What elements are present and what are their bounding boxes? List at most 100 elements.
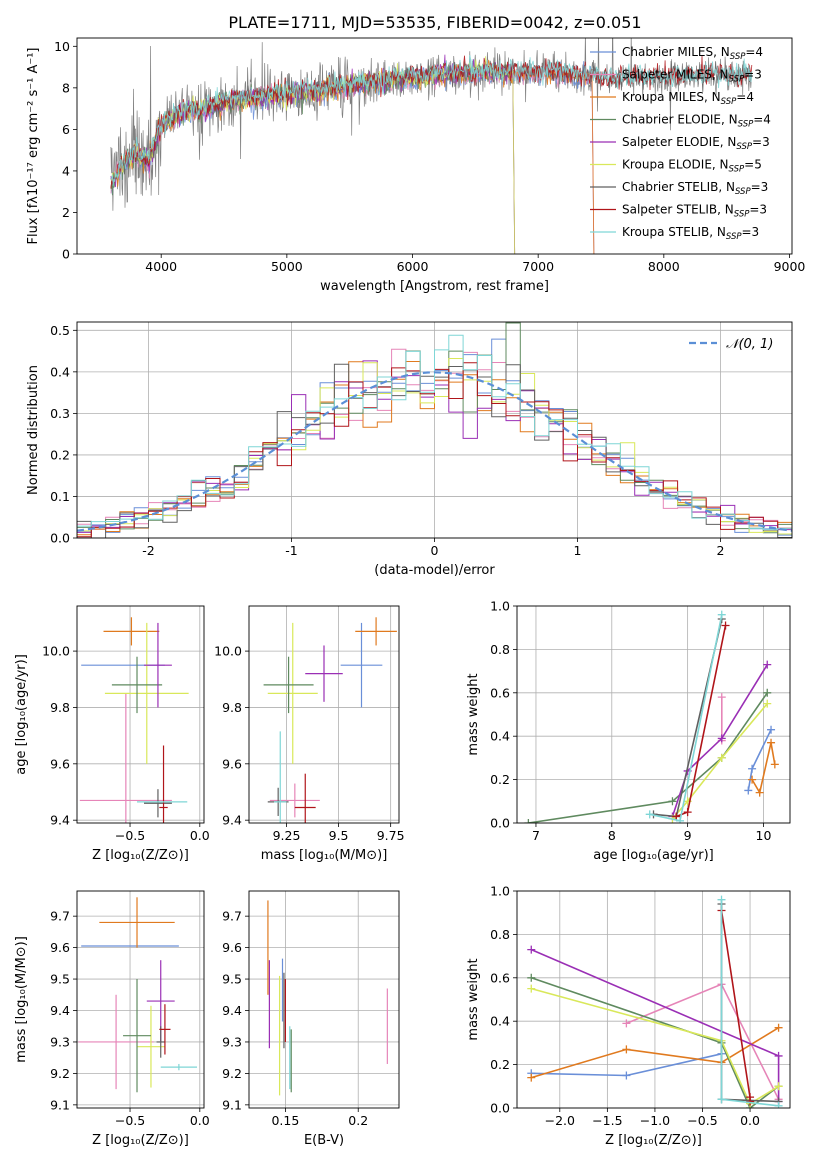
y-tick-label: 9.7 (222, 909, 242, 924)
legend-entry: Salpeter ELODIE, NSSP=3 (622, 135, 770, 152)
y-tick-label: 0.0 (490, 1101, 510, 1116)
plot-area (267, 900, 388, 1096)
y-tick-label: 6 (62, 122, 70, 137)
data-point (717, 895, 726, 904)
y-tick-label: 9.1 (50, 1097, 70, 1112)
chart-residuals: -2 -1 0 1 2 0.0 0.1 0.2 0.3 0.4 0.5 (data-model)/er… (26, 321, 793, 578)
errorbar-salpeter-miles (79, 693, 172, 823)
data-point (717, 753, 726, 762)
x-tick-label: 9 (684, 828, 692, 843)
series-line (531, 977, 780, 1108)
x-axis-label: Z [log₁₀(Z/Z⊙)] (92, 848, 189, 863)
y-tick-label: 9.6 (222, 940, 242, 955)
legend-entry: Salpeter STELIB, NSSP=3 (622, 203, 767, 220)
x-tick-label: −1.5 (592, 1113, 622, 1128)
y-axis-label: mass weight (466, 673, 481, 755)
errorbar-salpeter-stelib (159, 1004, 171, 1055)
chart-age-vs-Z: −0.5 0.0 9.4 9.6 9.8 10.0 Z [log₁₀(Z/Z⊙)] age [… (14, 605, 210, 863)
x-tick-label: -2 (142, 543, 154, 558)
data-point (668, 797, 677, 806)
data-point (676, 816, 685, 823)
x-tick-label: 5000 (271, 259, 303, 274)
y-tick-label: 9.4 (222, 813, 242, 828)
model-line-salpeter-miles (110, 63, 595, 254)
legend-entry: Kroupa STELIB, NSSP=3 (622, 225, 759, 242)
y-tick-label: 0.8 (490, 642, 510, 657)
series-line (531, 1027, 780, 1079)
axes-frame (76, 890, 205, 1109)
y-tick-label: 9.6 (222, 756, 242, 771)
legend-entry: Chabrier STELIB, NSSP=3 (622, 180, 768, 197)
data-point (763, 688, 772, 697)
data-point (717, 1095, 726, 1104)
x-tick-label: 0 (431, 543, 439, 558)
y-tick-label: 1.0 (490, 884, 510, 899)
axes-frame (76, 37, 793, 255)
plot-area (110, 38, 753, 254)
y-tick-label: 0.6 (490, 685, 510, 700)
errorbar-chabrier-elodie (123, 979, 151, 1093)
y-tick-label: 9.4 (50, 1003, 70, 1018)
x-tick-label: 6000 (397, 259, 429, 274)
series-salpeter-elodie (668, 660, 772, 821)
series-line (528, 692, 768, 823)
y-tick-label: 2 (62, 205, 70, 220)
x-axis-label: mass [log₁₀(M/M⊙)] (261, 848, 388, 863)
y-tick-label: 10.0 (42, 644, 70, 659)
errorbar-kroupa-elodie (104, 622, 189, 764)
y-tick-label: 0.2 (490, 772, 510, 787)
y-tick-label: 0.6 (490, 970, 510, 985)
y-tick-label: 9.6 (50, 940, 70, 955)
data-point (527, 945, 536, 954)
data-point (774, 1023, 783, 1032)
x-axis-label: E(B-V) (304, 1133, 344, 1148)
data-point (721, 621, 730, 630)
x-tick-label: 10 (756, 828, 772, 843)
x-tick-label: 9.5 (329, 828, 349, 843)
y-tick-label: 9.7 (50, 909, 70, 924)
y-tick-label: 9.4 (50, 813, 70, 828)
x-tick-label: 0.2 (348, 1113, 368, 1128)
errorbar-chabrier-miles (340, 622, 383, 708)
data-point (774, 1101, 783, 1108)
errorbar-salpeter-stelib (294, 773, 316, 823)
x-axis-label: (data-model)/error (374, 563, 495, 578)
data-point (622, 1045, 631, 1054)
plot-area (263, 617, 397, 823)
errorbar-chabrier-stelib (143, 789, 172, 818)
errorbar-kroupa-elodie (267, 622, 318, 764)
data-point (622, 1071, 631, 1080)
chart-mass-vs-Z: −0.5 0.0 9.1 9.2 9.3 9.4 9.5 9.6 9.7 Z [log₁₀(Z/Z… (14, 890, 210, 1148)
axes-frame (516, 605, 791, 824)
chart-spectrum: 4000 5000 6000 7000 8000 9000 0 2 4 6 8 10 wavelengt… (26, 37, 805, 294)
series-line (671, 664, 768, 817)
figure-title: PLATE=1711, MJD=53535, FIBERID=0042, z=0… (228, 13, 641, 32)
x-tick-label: 0.15 (271, 1113, 299, 1128)
data-point (527, 984, 536, 993)
data-point (524, 819, 533, 823)
y-tick-label: 9.2 (222, 1066, 242, 1081)
x-tick-label: 9.25 (273, 828, 301, 843)
legend-entry: Kroupa MILES, NSSP=4 (622, 90, 754, 107)
y-tick-label: 9.6 (50, 756, 70, 771)
data-point (717, 734, 726, 743)
errorbar-kroupa-stelib (160, 1063, 198, 1071)
data-point (748, 775, 757, 784)
y-tick-label: 8 (62, 80, 70, 95)
series-chabrier-elodie (524, 688, 772, 823)
y-tick-label: 0.4 (490, 1014, 510, 1029)
y-tick-label: 0.8 (490, 927, 510, 942)
y-tick-label: 0.1 (50, 489, 70, 504)
y-axis-label: age [log₁₀(age/yr)] (14, 654, 29, 775)
errorbar-kroupa-miles (99, 897, 175, 948)
y-tick-label: 0.2 (490, 1057, 510, 1072)
data-point (770, 760, 779, 769)
x-tick-label: −0.5 (115, 828, 145, 843)
series-kroupa-stelib (645, 610, 726, 823)
plot-area (79, 617, 189, 823)
y-axis-label: Flux [fλ10⁻¹⁷ erg cm⁻² s⁻¹ A⁻¹] (26, 48, 41, 245)
data-point (645, 810, 654, 819)
histogram-kroupa-stelib (77, 334, 792, 537)
data-point (622, 1019, 631, 1028)
plot-area (524, 610, 779, 823)
